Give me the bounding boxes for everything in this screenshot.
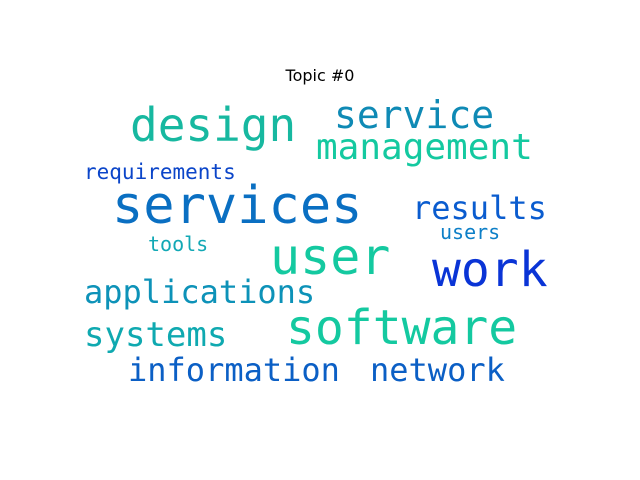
word-network: network: [370, 351, 505, 389]
word-applications: applications: [84, 273, 316, 311]
word-user: user: [270, 228, 391, 286]
plot-title: Topic #0: [285, 66, 355, 85]
word-design: design: [130, 98, 297, 152]
word-management: management: [316, 127, 533, 168]
word-service: service: [334, 93, 495, 137]
word-cloud: services design user software work servi…: [80, 96, 560, 396]
word-tools: tools: [148, 232, 209, 256]
word-software: software: [286, 300, 518, 356]
word-information: information: [128, 351, 340, 389]
word-systems: systems: [84, 315, 228, 355]
word-requirements: requirements: [84, 160, 236, 184]
word-services: services: [112, 176, 363, 236]
word-work: work: [432, 242, 548, 298]
word-results: results: [412, 189, 547, 227]
word-users: users: [440, 220, 501, 244]
